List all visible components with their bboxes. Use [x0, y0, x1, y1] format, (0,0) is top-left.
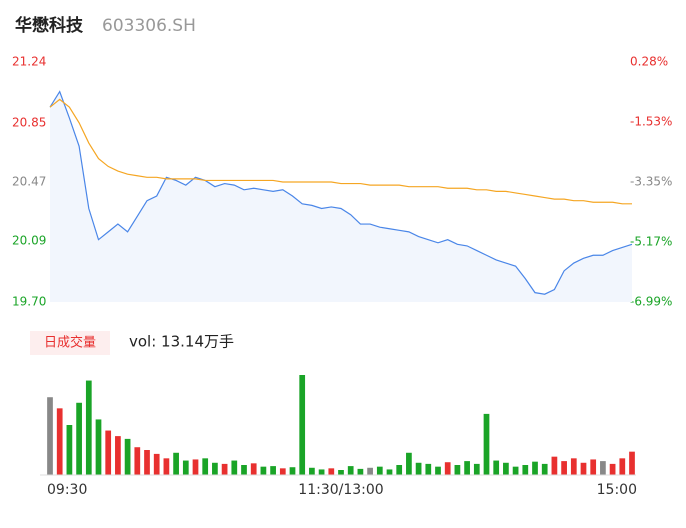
- volume-bar: [47, 397, 53, 475]
- volume-bar: [483, 413, 490, 475]
- volume-bar: [609, 463, 616, 475]
- volume-bar: [415, 462, 422, 475]
- volume-bar: [435, 466, 441, 475]
- volume-bar: [270, 466, 276, 475]
- volume-bar: [76, 402, 82, 475]
- y2-tick-label: -3.35%: [630, 174, 672, 188]
- volume-bar: [212, 462, 218, 475]
- volume-bar: [153, 453, 160, 475]
- volume-bar: [124, 438, 131, 475]
- volume-bar: [192, 459, 199, 475]
- volume-bar: [386, 469, 393, 475]
- x-tick-label: 11:30/13:00: [298, 482, 383, 498]
- volume-bar: [532, 461, 538, 475]
- volume-bar: [503, 462, 509, 475]
- volume-bar: [406, 452, 412, 475]
- y-tick-label: 20.47: [12, 175, 46, 189]
- x-tick-label: 09:30: [47, 482, 87, 498]
- average-line: [49, 98, 632, 205]
- volume-bar: [619, 458, 626, 475]
- volume-bar: [328, 468, 335, 475]
- y-tick-label: 20.09: [12, 234, 46, 248]
- volume-bar: [522, 465, 529, 475]
- y2-tick-label: -6.99%: [630, 295, 672, 309]
- volume-bar: [629, 451, 635, 475]
- volume-bar: [551, 456, 558, 475]
- volume-bar: [85, 380, 92, 475]
- price-area: [50, 91, 632, 303]
- volume-bar: [425, 463, 432, 475]
- y2-tick-label: -1.53%: [630, 114, 672, 128]
- volume-bar: [454, 465, 461, 475]
- volume-button-bg[interactable]: [30, 331, 110, 355]
- volume-bar: [241, 465, 247, 475]
- volume-bar: [231, 460, 238, 475]
- volume-bar: [66, 425, 73, 475]
- volume-bar: [338, 470, 344, 475]
- price-line: [49, 90, 633, 295]
- volume-bar: [202, 458, 209, 475]
- volume-bar: [299, 375, 306, 475]
- volume-bar: [512, 466, 519, 475]
- volume-bar: [250, 463, 257, 475]
- volume-bar: [309, 467, 315, 475]
- volume-bar: [376, 466, 383, 475]
- volume-bar: [95, 419, 102, 475]
- stock-code: 603306.SH: [102, 16, 196, 36]
- volume-bar: [56, 408, 63, 475]
- volume-bar: [289, 467, 296, 475]
- volume-bar: [260, 466, 267, 475]
- volume-bar: [600, 461, 606, 475]
- volume-bar: [347, 466, 354, 475]
- volume-bar: [357, 468, 364, 475]
- volume-bar: [444, 462, 451, 475]
- volume-bar: [173, 452, 179, 475]
- x-tick-label: 15:00: [597, 482, 637, 498]
- volume-bar: [464, 461, 470, 475]
- volume-button[interactable]: 日成交量: [44, 335, 96, 351]
- volume-bar: [561, 461, 567, 475]
- volume-bar: [182, 460, 189, 475]
- volume-bar: [473, 463, 480, 475]
- y-tick-label: 21.24: [12, 55, 46, 69]
- volume-bar: [396, 465, 403, 475]
- volume-bar: [318, 469, 325, 475]
- volume-bar: [493, 460, 500, 475]
- volume-bar: [221, 463, 228, 475]
- y2-tick-label: -5.17%: [630, 234, 672, 248]
- volume-bar: [279, 468, 286, 475]
- volume-bar: [144, 450, 150, 475]
- volume-bar: [115, 436, 121, 475]
- volume-bar: [590, 459, 597, 475]
- y-tick-label: 20.85: [12, 115, 46, 129]
- volume-bar: [580, 462, 587, 475]
- stock-name: 华懋科技: [15, 15, 84, 36]
- volume-bar: [134, 447, 141, 475]
- volume-bar: [163, 458, 170, 475]
- volume-bar: [541, 463, 548, 475]
- y-tick-label: 19.70: [12, 295, 46, 309]
- y2-tick-label: 0.28%: [630, 55, 668, 69]
- volume-summary: vol: 13.14万手: [129, 333, 234, 351]
- volume-bar: [105, 430, 112, 475]
- volume-bar: [367, 467, 373, 475]
- volume-bar: [570, 458, 577, 475]
